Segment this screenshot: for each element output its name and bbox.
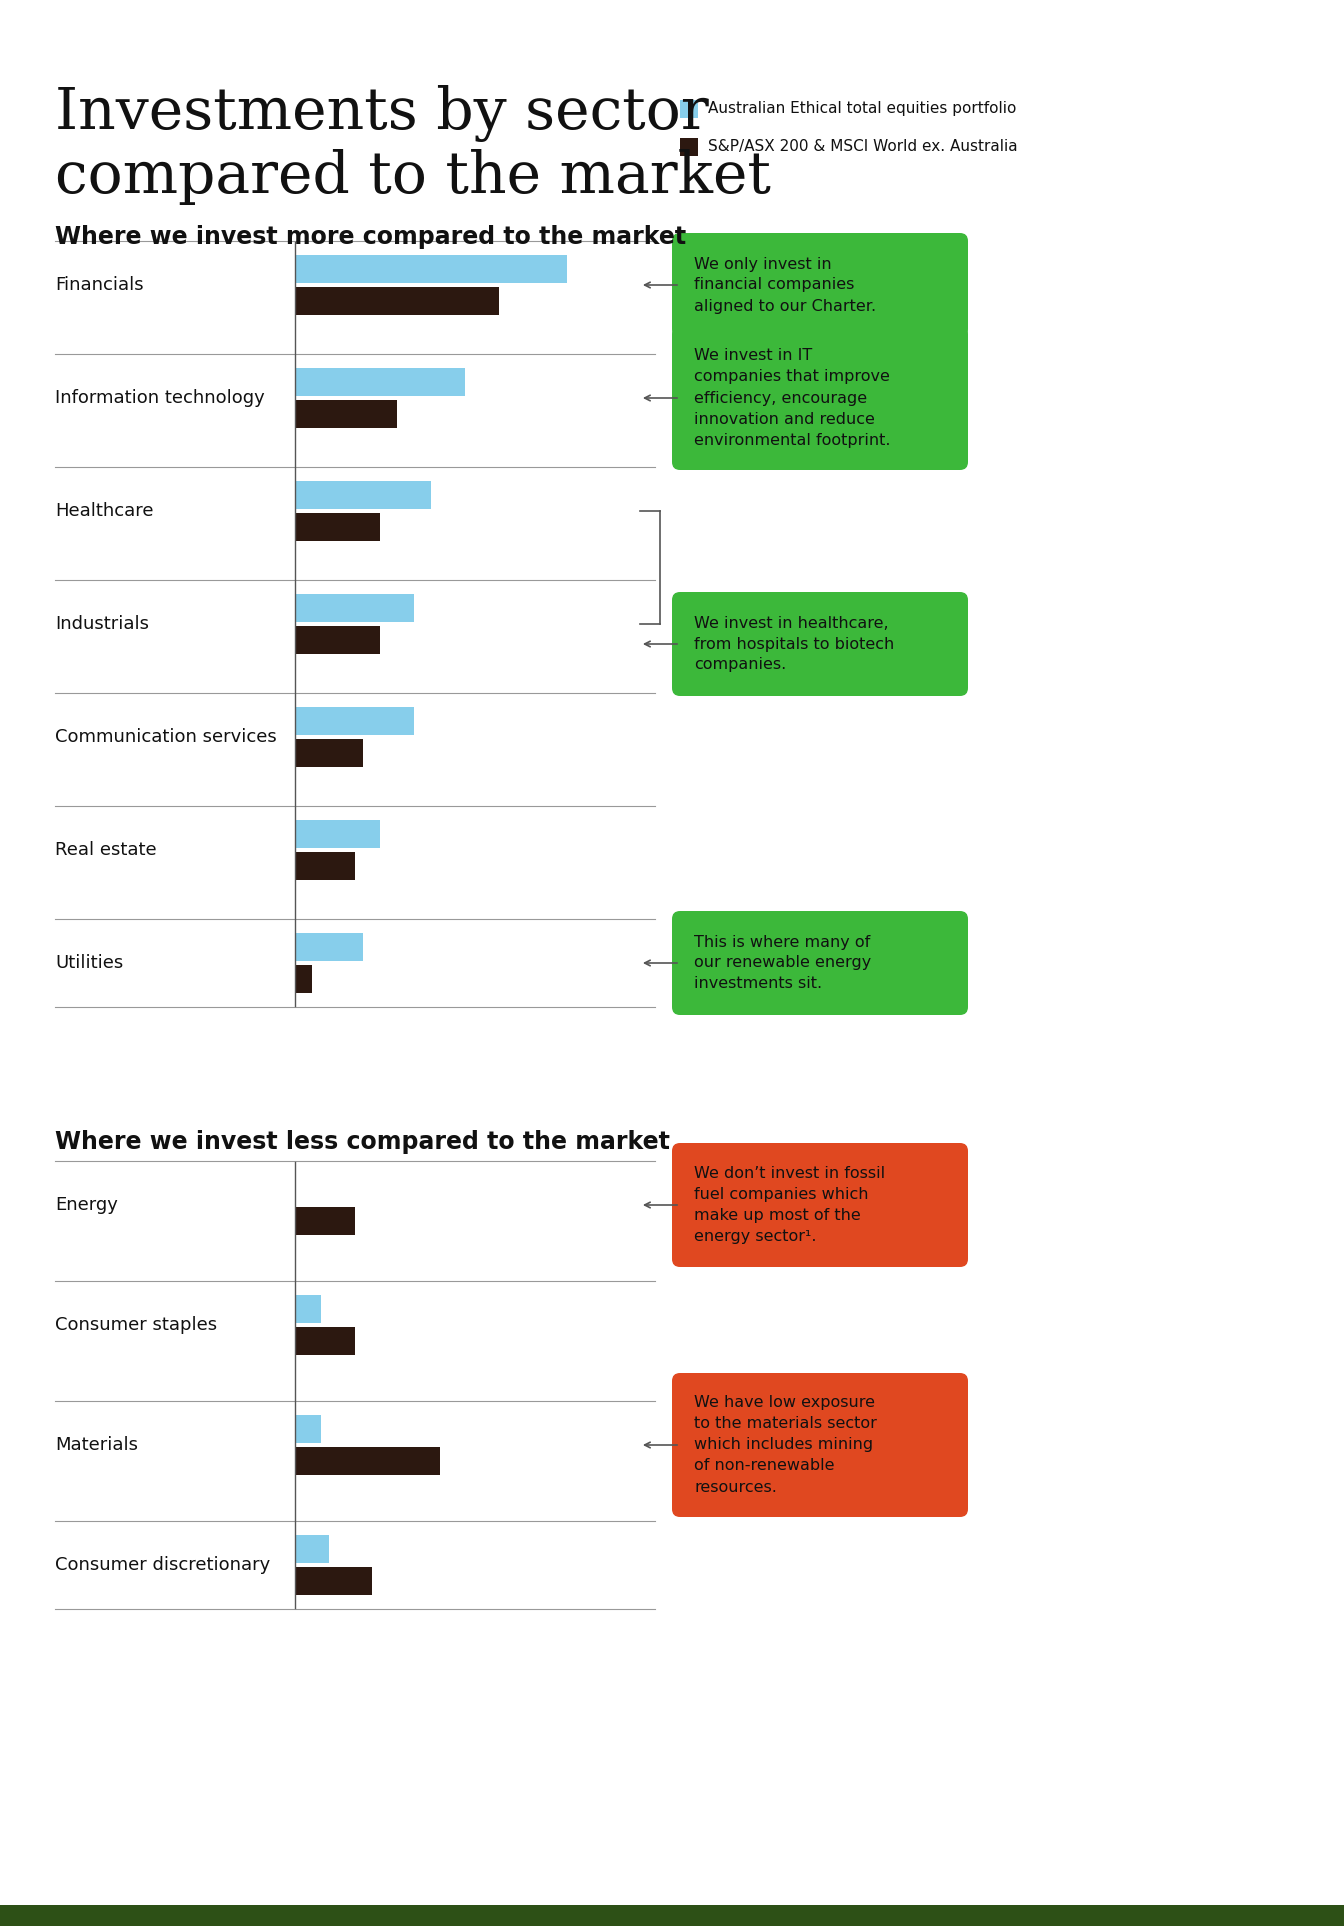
Text: We only invest in
financial companies
aligned to our Charter.: We only invest in financial companies al… — [694, 256, 876, 314]
FancyBboxPatch shape — [294, 254, 567, 283]
Text: This is where many of
our renewable energy
investments sit.: This is where many of our renewable ener… — [694, 934, 871, 992]
FancyBboxPatch shape — [672, 1373, 968, 1518]
Text: Real estate: Real estate — [55, 842, 157, 859]
Text: Where we invest more compared to the market: Where we invest more compared to the mar… — [55, 225, 687, 248]
Text: Investments by sector
compared to the market: Investments by sector compared to the ma… — [55, 85, 771, 204]
FancyBboxPatch shape — [294, 1568, 371, 1595]
Text: Where we invest less compared to the market: Where we invest less compared to the mar… — [55, 1131, 669, 1154]
Text: Healthcare: Healthcare — [55, 503, 153, 520]
Text: Industrials: Industrials — [55, 614, 149, 634]
FancyBboxPatch shape — [294, 1416, 320, 1443]
FancyBboxPatch shape — [680, 139, 698, 156]
Text: We don’t invest in fossil
fuel companies which
make up most of the
energy sector: We don’t invest in fossil fuel companies… — [694, 1165, 886, 1244]
FancyBboxPatch shape — [294, 1208, 355, 1235]
FancyBboxPatch shape — [294, 707, 414, 736]
Text: Energy: Energy — [55, 1196, 118, 1213]
FancyBboxPatch shape — [672, 1142, 968, 1267]
FancyBboxPatch shape — [294, 965, 312, 994]
FancyBboxPatch shape — [680, 100, 698, 117]
FancyBboxPatch shape — [294, 820, 380, 847]
FancyBboxPatch shape — [294, 482, 431, 508]
FancyBboxPatch shape — [294, 1535, 329, 1564]
Text: Consumer staples: Consumer staples — [55, 1315, 218, 1335]
FancyBboxPatch shape — [294, 1446, 439, 1475]
FancyBboxPatch shape — [294, 401, 396, 428]
Text: Materials: Materials — [55, 1437, 138, 1454]
Text: Utilities: Utilities — [55, 953, 124, 973]
FancyBboxPatch shape — [294, 368, 465, 397]
FancyBboxPatch shape — [294, 626, 380, 655]
Text: Consumer discretionary: Consumer discretionary — [55, 1556, 270, 1574]
Text: Australian Ethical total equities portfolio: Australian Ethical total equities portfo… — [708, 102, 1016, 116]
FancyBboxPatch shape — [294, 851, 355, 880]
FancyBboxPatch shape — [672, 233, 968, 337]
FancyBboxPatch shape — [0, 1905, 1344, 1926]
Text: We have low exposure
to the materials sector
which includes mining
of non-renewa: We have low exposure to the materials se… — [694, 1396, 876, 1495]
FancyBboxPatch shape — [294, 593, 414, 622]
FancyBboxPatch shape — [294, 287, 499, 316]
Text: We invest in IT
companies that improve
efficiency, encourage
innovation and redu: We invest in IT companies that improve e… — [694, 349, 891, 447]
Text: S&P/ASX 200 & MSCI World ex. Australia: S&P/ASX 200 & MSCI World ex. Australia — [708, 139, 1017, 154]
FancyBboxPatch shape — [294, 932, 363, 961]
FancyBboxPatch shape — [672, 911, 968, 1015]
Text: We invest in healthcare,
from hospitals to biotech
companies.: We invest in healthcare, from hospitals … — [694, 616, 894, 672]
FancyBboxPatch shape — [294, 512, 380, 541]
Text: Information technology: Information technology — [55, 389, 265, 406]
Text: Financials: Financials — [55, 275, 144, 295]
Text: Communication services: Communication services — [55, 728, 277, 745]
FancyBboxPatch shape — [294, 1327, 355, 1356]
FancyBboxPatch shape — [294, 740, 363, 767]
FancyBboxPatch shape — [672, 591, 968, 695]
FancyBboxPatch shape — [294, 1294, 320, 1323]
FancyBboxPatch shape — [672, 325, 968, 470]
